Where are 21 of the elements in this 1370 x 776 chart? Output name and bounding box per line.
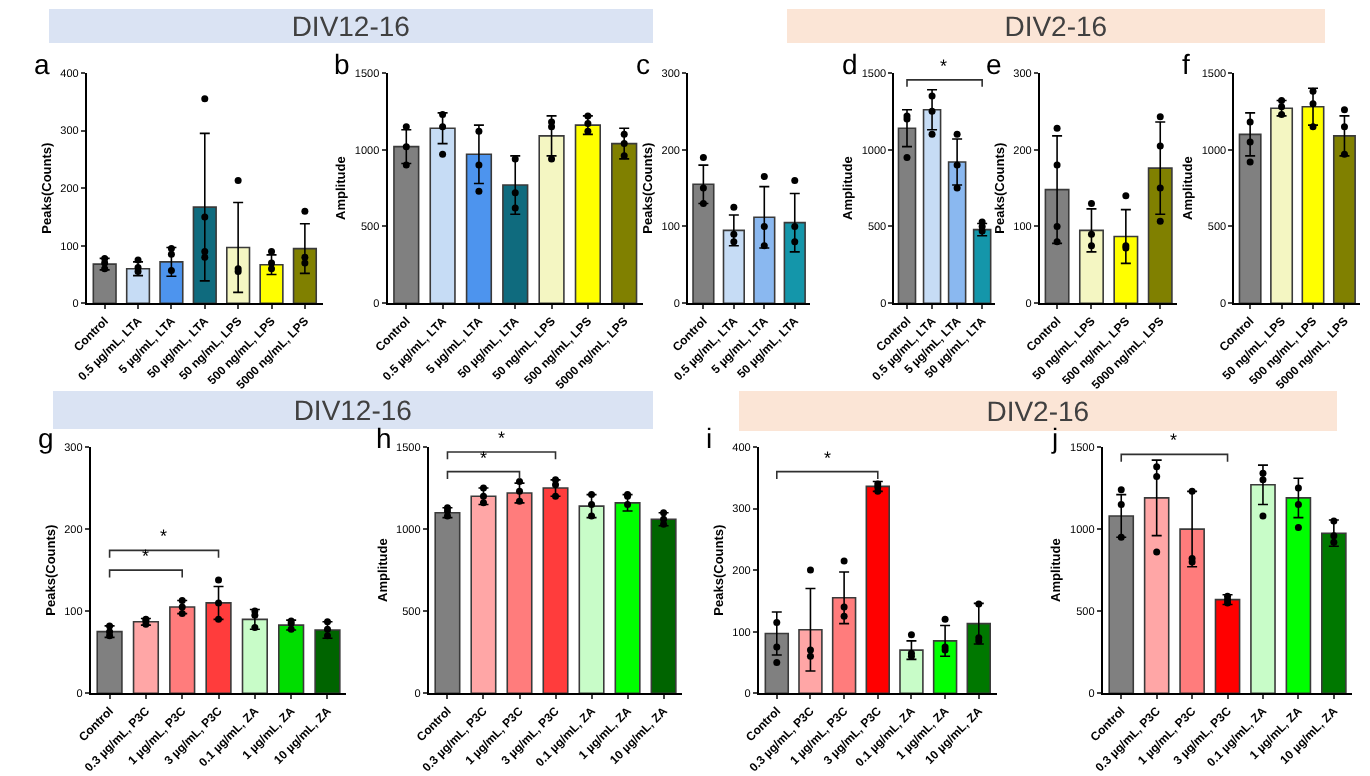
annotation: * <box>142 546 150 566</box>
chart-title: g <box>38 422 54 454</box>
chart-title: i <box>706 422 713 454</box>
chart-title: h <box>376 422 392 454</box>
chart-title: b <box>334 48 350 80</box>
annotation: * <box>160 526 168 546</box>
chart-title: e <box>986 48 1002 80</box>
annotation: * <box>824 448 832 468</box>
chart-title: f <box>1182 48 1190 80</box>
annotation: * <box>498 428 506 448</box>
text: DIV12-16 <box>293 394 413 426</box>
text: DIV2-16 <box>986 395 1090 427</box>
text: DIV2-16 <box>1004 10 1108 42</box>
annotation: * <box>1170 430 1178 450</box>
chart-title: j <box>1050 422 1059 454</box>
chart-title: c <box>636 48 650 80</box>
annotation: * <box>940 56 948 76</box>
text: DIV12-16 <box>291 10 411 42</box>
annotation: * <box>480 448 488 468</box>
chart-title: d <box>842 48 858 80</box>
chart-title: a <box>34 48 50 80</box>
